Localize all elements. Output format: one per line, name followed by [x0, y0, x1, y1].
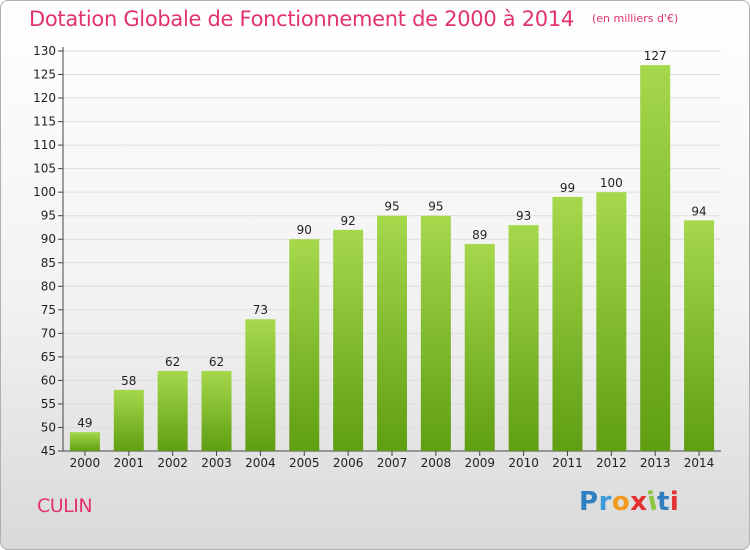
y-tick-label: 100	[33, 185, 56, 199]
y-tick-label: 75	[41, 303, 56, 317]
bar-2001	[113, 389, 144, 451]
logo-letter: P	[579, 487, 599, 517]
x-tick-label-2008: 2008	[421, 456, 452, 470]
bars	[69, 65, 715, 452]
y-tick-label: 85	[41, 256, 56, 270]
logo-letter: i	[669, 487, 680, 517]
bar-2005	[289, 239, 320, 451]
y-tick-label: 80	[41, 279, 56, 293]
proxiti-logo: Proxiti	[579, 486, 680, 517]
y-tick-label: 65	[41, 350, 56, 364]
x-tick-label-2000: 2000	[70, 456, 101, 470]
bar-2009	[464, 243, 495, 451]
y-tick-label: 45	[41, 444, 56, 458]
chart-subtitle: (en milliers d'€)	[591, 12, 679, 25]
y-tick-label: 105	[33, 162, 56, 176]
logo-letter: o	[611, 487, 631, 517]
x-tick-label-2003: 2003	[201, 456, 232, 470]
value-label-2006: 92	[340, 214, 355, 228]
x-tick-label-2002: 2002	[157, 456, 188, 470]
x-tick-label-2004: 2004	[245, 456, 276, 470]
y-tick-label: 70	[41, 326, 56, 340]
x-tick-label-2012: 2012	[596, 456, 627, 470]
x-tick-label-2014: 2014	[684, 456, 715, 470]
bar-2014	[684, 220, 715, 451]
title-row: Dotation Globale de Fonctionnement de 20…	[29, 7, 678, 31]
value-label-2014: 94	[691, 204, 706, 218]
x-tick-label-2006: 2006	[333, 456, 364, 470]
y-tick-label: 125	[33, 68, 56, 82]
logo-letter: t	[656, 487, 670, 517]
y-tick-label: 110	[33, 138, 56, 152]
y-tick-label: 115	[33, 115, 56, 129]
y-tick-label: 55	[41, 397, 56, 411]
value-label-2003: 62	[209, 355, 224, 369]
bar-2000	[69, 432, 100, 451]
value-label-2004: 73	[253, 303, 268, 317]
x-tick-label-2011: 2011	[552, 456, 583, 470]
x-tick-label-2009: 2009	[464, 456, 495, 470]
bar-2013	[640, 65, 671, 451]
y-tick-label: 50	[41, 420, 56, 434]
value-label-2008: 95	[428, 200, 443, 214]
bar-2008	[420, 215, 451, 451]
y-tick-label: 60	[41, 373, 56, 387]
x-tick-label-2013: 2013	[640, 456, 671, 470]
bar-2002	[157, 371, 188, 451]
value-label-2009: 89	[472, 228, 487, 242]
value-label-2001: 58	[121, 374, 136, 388]
value-label-2013: 127	[644, 49, 667, 63]
value-label-2012: 100	[600, 176, 623, 190]
bar-2007	[377, 215, 407, 451]
y-tick-label: 90	[41, 232, 56, 246]
x-tick-labels: 2000 2001 2002 2003 2004 2005 2006 2007 2008 2009…	[70, 456, 715, 470]
bar-2012	[596, 192, 627, 452]
x-tick-label-2010: 2010	[508, 456, 539, 470]
y-tick-label: 95	[41, 209, 56, 223]
bar-2003	[201, 371, 232, 451]
value-label-2002: 62	[165, 355, 180, 369]
value-label-2011: 99	[560, 181, 575, 195]
x-tick-label-2007: 2007	[377, 456, 408, 470]
value-label-2010: 93	[516, 209, 531, 223]
logo-letter: x	[630, 487, 648, 517]
value-label-2005: 90	[297, 223, 312, 237]
value-label-2007: 95	[384, 200, 399, 214]
bar-2010	[508, 225, 539, 451]
logo-letter: r	[598, 487, 612, 517]
bar-2011	[552, 196, 583, 451]
bar-2006	[333, 229, 364, 451]
bar-2004	[245, 319, 276, 451]
x-tick-label-2001: 2001	[114, 456, 145, 470]
y-tick-labels: 45 50 55 60 65 70 75 80 85 90 95 100 105 110 115 120 125…	[33, 44, 56, 458]
commune-name: CULIN	[37, 495, 93, 517]
value-labels: 49 58 62 62 73 90 92 95 95 89 93 99 100 127 94	[77, 49, 706, 430]
chart-title: Dotation Globale de Fonctionnement de 20…	[29, 7, 574, 31]
x-tick-label-2005: 2005	[289, 456, 320, 470]
y-tick-label: 120	[33, 91, 56, 105]
y-tick-label: 130	[33, 44, 56, 58]
value-label-2000: 49	[77, 416, 92, 430]
